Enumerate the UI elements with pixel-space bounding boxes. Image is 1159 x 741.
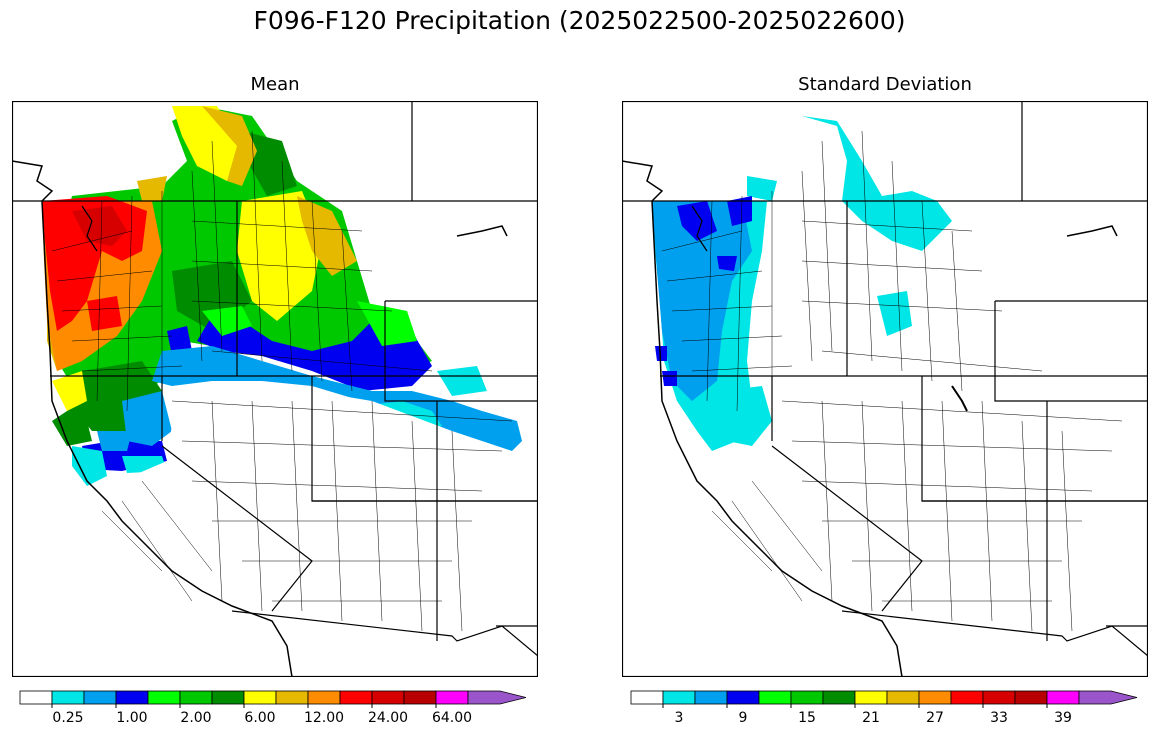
stddev-colorbar-tick-label: 39 — [1054, 710, 1072, 726]
mean-colorbar-bin-14 — [467, 690, 527, 705]
region-green-b — [202, 306, 252, 336]
stddev-colorbar-bin-2 — [694, 690, 728, 705]
stddev-colorbar-tick-label: 15 — [798, 710, 816, 726]
lake-shape — [456, 225, 508, 237]
region-cyan-b — [437, 366, 487, 396]
stddev-colorbar-tick-label: 3 — [675, 710, 684, 726]
mean-colorbar-tick-label: 0.25 — [52, 710, 83, 726]
mean-colorbar-bin-5 — [179, 690, 213, 705]
stddev-colorbar-bin-11 — [982, 690, 1016, 705]
stddev-colorbar-tick-label: 9 — [739, 710, 748, 726]
mean-colorbar-tick-label: 64.00 — [432, 710, 472, 726]
puget-sound — [691, 205, 708, 252]
region-lightblue-c — [97, 431, 132, 451]
mean-colorbar-bin-2 — [83, 690, 117, 705]
state-borders — [622, 101, 1148, 657]
mean-colorbar-bin-0 — [19, 690, 53, 705]
stddev-precip-regions — [652, 116, 952, 451]
stddev-colorbar-tick-label: 27 — [926, 710, 944, 726]
region-blue-nw-b — [727, 196, 752, 226]
mean-colorbar-bin-13 — [435, 690, 469, 705]
stddev-colorbar-bin-14 — [1078, 690, 1138, 705]
region-gold-c — [137, 176, 167, 201]
mean-colorbar-bin-11 — [371, 690, 405, 705]
mean-colorbar-tick-label: 24.00 — [368, 710, 408, 726]
stddev-colorbar-bin-4 — [758, 690, 792, 705]
region-green-c — [357, 301, 417, 346]
region-cyan-north-c — [747, 176, 777, 201]
mean-precip-regions — [42, 106, 522, 486]
mean-colorbar-tick-label: 2.00 — [180, 710, 211, 726]
lake-shape — [1066, 225, 1118, 237]
mean-map — [12, 101, 538, 677]
stddev-map — [622, 101, 1148, 677]
mean-colorbar-bin-8 — [275, 690, 309, 705]
stddev-colorbar-bin-7 — [854, 690, 888, 705]
stddev-colorbar-bin-12 — [1014, 690, 1048, 705]
region-gold-b — [297, 196, 357, 276]
stddev-colorbar-bin-10 — [950, 690, 984, 705]
region-lightblue-b — [122, 391, 172, 446]
stddev-colorbar-bin-9 — [918, 690, 952, 705]
region-lightblue-coast — [652, 201, 752, 401]
stddev-colorbar-tick-label: 33 — [990, 710, 1008, 726]
state-borders — [12, 101, 538, 657]
region-cyan-north-b — [877, 291, 912, 336]
mean-colorbar-bin-3 — [115, 690, 149, 705]
stddev-colorbar-bin-13 — [1046, 690, 1080, 705]
stddev-colorbar-bin-6 — [822, 690, 856, 705]
region-darkgreen-b — [242, 131, 297, 196]
mean-colorbar-tick-label: 1.00 — [116, 710, 147, 726]
region-blue-coast-b — [662, 371, 677, 386]
mean-colorbar-bin-9 — [307, 690, 341, 705]
mean-colorbar-bin-1 — [51, 690, 85, 705]
mean-colorbar: 0.25 1.00 2.00 6.00 12.00 24.00 64.00 — [15, 686, 545, 736]
stddev-colorbar-bin-8 — [886, 690, 920, 705]
figure-title: F096-F120 Precipitation (2025022500-2025… — [253, 6, 906, 35]
region-darkgreen-d — [52, 401, 92, 446]
coastline — [12, 160, 293, 677]
mean-colorbar-bin-4 — [147, 690, 181, 705]
stddev-colorbar: 3 9 15 21 27 33 39 — [626, 686, 1156, 736]
mean-colorbar-bin-12 — [403, 690, 437, 705]
region-blue — [197, 316, 432, 391]
region-darkred — [72, 206, 127, 246]
region-yellow-c — [52, 371, 87, 411]
region-blue-nw — [677, 201, 717, 241]
region-gold — [202, 106, 257, 186]
stddev-colorbar-bin-0 — [630, 690, 664, 705]
coastline — [622, 160, 903, 677]
puget-sound — [81, 205, 98, 252]
basin-boundaries — [51, 130, 513, 632]
region-yellow-b — [237, 191, 322, 321]
stddev-panel-title: Standard Deviation — [798, 74, 972, 95]
region-cyan-c — [72, 446, 107, 486]
stddev-colorbar-bin-1 — [662, 690, 696, 705]
region-cyan-south — [722, 386, 772, 446]
region-red-b — [87, 296, 122, 331]
stddev-colorbar-bin-5 — [790, 690, 824, 705]
basin-boundaries — [661, 130, 1123, 632]
mean-colorbar-bin-7 — [243, 690, 277, 705]
mean-colorbar-tick-label: 12.00 — [304, 710, 344, 726]
stddev-colorbar-bin-3 — [726, 690, 760, 705]
region-blue-coast — [655, 346, 667, 361]
great-salt-lake — [951, 385, 968, 412]
mean-colorbar-bin-6 — [211, 690, 245, 705]
region-lightblue — [152, 346, 522, 461]
region-cyan-north — [802, 116, 952, 251]
mean-panel-title: Mean — [250, 74, 300, 95]
mean-colorbar-tick-label: 6.00 — [244, 710, 275, 726]
region-blue-b — [167, 326, 192, 356]
mean-colorbar-bin-10 — [339, 690, 373, 705]
region-blue-nw-c — [717, 256, 737, 271]
stddev-colorbar-tick-label: 21 — [862, 710, 880, 726]
